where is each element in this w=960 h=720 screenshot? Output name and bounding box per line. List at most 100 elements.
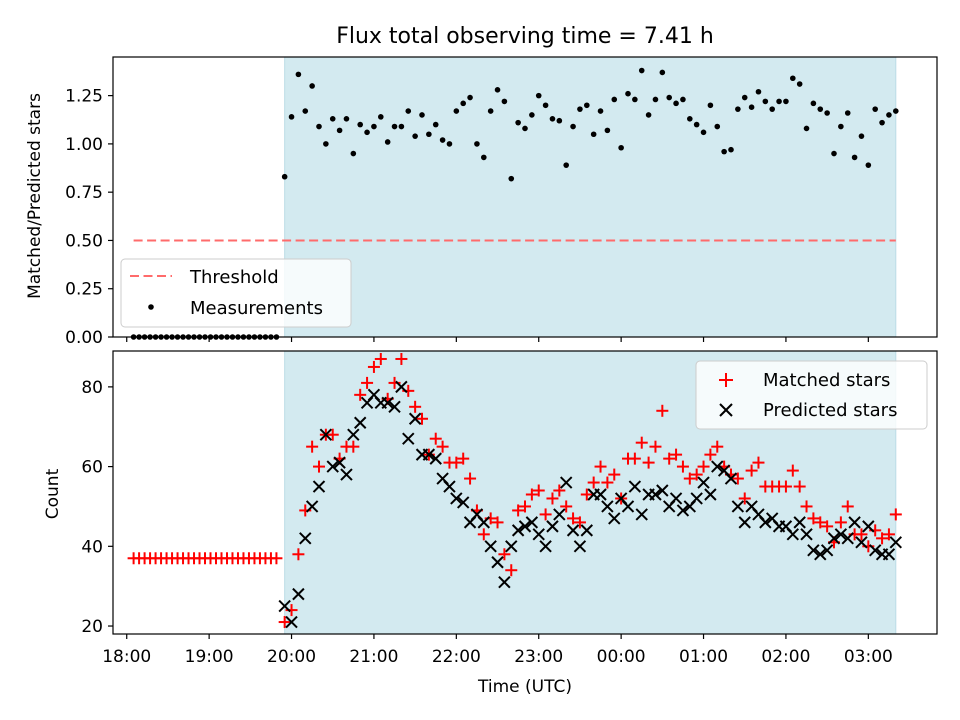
matched-star-point bbox=[807, 512, 820, 525]
measurement-point bbox=[494, 87, 501, 93]
measurement-point bbox=[886, 112, 892, 118]
predicted-star-point bbox=[676, 504, 690, 517]
predicted-star-point bbox=[553, 508, 566, 521]
predicted-star-point bbox=[305, 500, 319, 513]
measurement-point bbox=[364, 129, 370, 136]
predicted-star-point bbox=[429, 452, 442, 465]
measurement-point bbox=[700, 129, 707, 136]
y-tick-label: 1.00 bbox=[65, 135, 103, 155]
matched-star-point bbox=[450, 456, 463, 469]
measurement-point bbox=[707, 102, 714, 109]
legend-predicted-swatch bbox=[719, 403, 733, 417]
measurement-point bbox=[851, 154, 858, 161]
measurement-point bbox=[515, 119, 521, 126]
predicted-star-point bbox=[518, 520, 532, 533]
measurement-point bbox=[316, 123, 322, 130]
y-tick-label: 40 bbox=[81, 537, 103, 557]
matched-star-point bbox=[635, 436, 648, 449]
y-tick-label: 0.75 bbox=[65, 183, 103, 203]
legend-measurements-label: Measurements bbox=[190, 298, 323, 319]
measurement-point bbox=[769, 106, 775, 112]
measurement-point bbox=[748, 104, 755, 111]
predicted-star-point bbox=[456, 496, 470, 509]
measurement-point bbox=[288, 114, 295, 120]
predicted-star-point bbox=[422, 448, 436, 461]
matched-star-point bbox=[793, 480, 806, 493]
predicted-star-point bbox=[491, 556, 504, 569]
matched-star-point bbox=[367, 360, 380, 373]
predicted-star-point bbox=[862, 520, 875, 533]
predicted-star-point bbox=[539, 540, 552, 553]
bottom-y-axis-label: Count bbox=[43, 468, 63, 519]
matched-star-point bbox=[731, 472, 744, 485]
predicted-star-point bbox=[381, 396, 394, 410]
predicted-star-point bbox=[546, 520, 559, 533]
measurement-point bbox=[721, 148, 727, 155]
measurement-point bbox=[611, 96, 618, 103]
measurement-point bbox=[659, 69, 666, 76]
measurement-point bbox=[838, 123, 844, 130]
matched-star-point bbox=[519, 500, 531, 513]
predicted-star-point bbox=[498, 575, 511, 589]
measurement-point bbox=[446, 141, 453, 147]
matched-star-point bbox=[361, 376, 374, 389]
observing-span bbox=[284, 56, 897, 338]
matched-star-point bbox=[821, 520, 834, 533]
measurement-point bbox=[391, 123, 398, 130]
matched-star-point bbox=[642, 456, 655, 469]
measurement-point bbox=[735, 106, 741, 112]
predicted-star-point bbox=[800, 528, 813, 541]
measurement-point bbox=[872, 106, 878, 112]
predicted-star-point bbox=[848, 516, 861, 529]
predicted-star-point bbox=[566, 524, 580, 537]
matched-star-point bbox=[546, 492, 559, 505]
predicted-star-point bbox=[525, 516, 539, 529]
predicted-star-point bbox=[724, 472, 738, 485]
matched-star-point bbox=[628, 452, 641, 465]
predicted-star-point bbox=[402, 432, 415, 445]
predicted-star-point bbox=[326, 460, 339, 473]
measurement-point bbox=[535, 92, 542, 99]
predicted-star-point bbox=[807, 544, 820, 557]
predicted-star-point bbox=[669, 492, 683, 505]
measurement-point bbox=[501, 98, 508, 105]
matched-star-point bbox=[573, 516, 586, 529]
predicted-star-point bbox=[889, 536, 903, 549]
predicted-star-point bbox=[704, 488, 717, 501]
predicted-star-point bbox=[340, 468, 353, 481]
measurement-point bbox=[343, 115, 350, 122]
measurement-point bbox=[714, 123, 721, 130]
matched-star-point bbox=[539, 508, 552, 521]
matched-star-point bbox=[347, 440, 360, 453]
measurement-point bbox=[803, 125, 810, 132]
measurement-point bbox=[597, 108, 604, 114]
measurement-point bbox=[879, 119, 885, 126]
matched-star-point bbox=[409, 400, 422, 413]
matched-star-point bbox=[683, 472, 696, 485]
matched-star-point bbox=[567, 512, 580, 525]
predicted-star-point bbox=[292, 587, 305, 601]
top-plot-frame bbox=[112, 56, 938, 338]
matched-star-point bbox=[779, 480, 792, 493]
measurement-point bbox=[371, 123, 377, 130]
measurement-point bbox=[844, 110, 851, 116]
predicted-star-point bbox=[505, 540, 518, 553]
matched-star-point bbox=[889, 508, 902, 521]
predicted-star-point bbox=[408, 412, 422, 425]
matched-star-point bbox=[834, 516, 847, 529]
top-panel: Flux total observing time = 7.41 h 0.000… bbox=[25, 24, 938, 348]
measurement-point bbox=[398, 123, 405, 130]
measurement-point bbox=[357, 121, 364, 128]
measurement-point bbox=[350, 150, 357, 157]
measurement-point bbox=[302, 108, 309, 114]
predicted-star-point bbox=[312, 480, 326, 493]
matched-star-point bbox=[326, 428, 339, 441]
matched-star-point bbox=[697, 460, 710, 473]
matched-star-point bbox=[270, 552, 283, 565]
predicted-stars-series bbox=[278, 380, 903, 629]
measurement-point bbox=[426, 131, 432, 138]
x-tick-label: 20:00 bbox=[267, 647, 316, 667]
predicted-star-point bbox=[814, 548, 827, 561]
top-y-axis-label: Matched/Predicted stars bbox=[25, 93, 45, 299]
predicted-star-point bbox=[628, 480, 642, 493]
